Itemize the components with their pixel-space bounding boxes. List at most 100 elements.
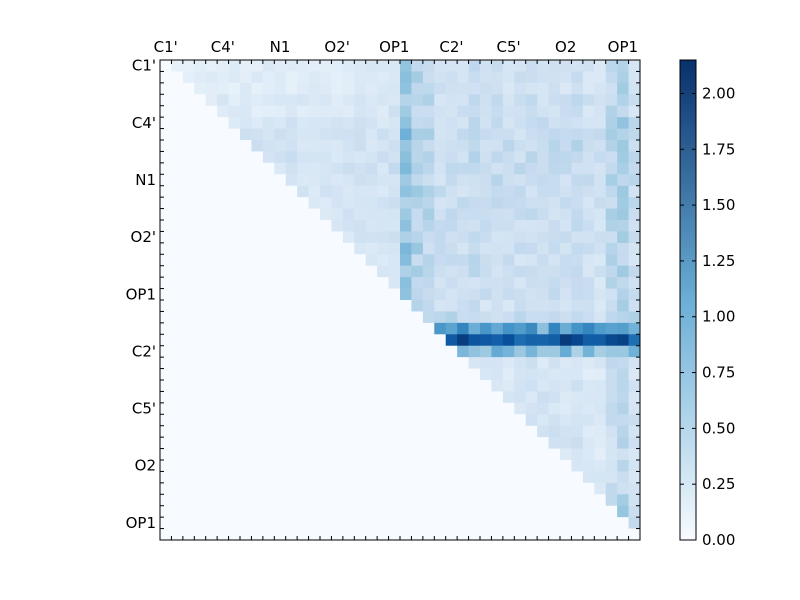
heatmap-cell <box>582 471 595 484</box>
heatmap-cell <box>594 482 607 495</box>
heatmap-cell <box>537 471 549 484</box>
heatmap-cell <box>320 162 332 175</box>
heatmap-cell <box>400 277 412 289</box>
heatmap-cell <box>274 162 287 175</box>
heatmap-cell <box>560 71 572 84</box>
heatmap-cell <box>491 174 504 187</box>
heatmap-cell <box>548 471 561 484</box>
heatmap-cell <box>331 265 344 278</box>
heatmap-cell <box>342 220 355 232</box>
heatmap-cell <box>205 231 218 244</box>
heatmap-cell <box>365 322 378 335</box>
heatmap-cells <box>160 60 641 541</box>
heatmap-cell <box>445 71 458 84</box>
heatmap-cell <box>491 425 504 438</box>
heatmap-cell <box>365 140 378 152</box>
heatmap-cell <box>594 254 607 267</box>
heatmap-cell <box>548 505 561 518</box>
heatmap-cell <box>297 505 309 518</box>
heatmap-cell <box>251 197 264 209</box>
heatmap-cell <box>331 117 344 129</box>
heatmap-cell <box>160 357 172 369</box>
heatmap-cell <box>171 128 184 141</box>
heatmap-cell <box>194 505 207 518</box>
heatmap-cell <box>331 494 344 507</box>
heatmap-cell <box>365 345 378 358</box>
heatmap-cell <box>160 140 172 152</box>
heatmap-cell <box>617 208 629 221</box>
heatmap-cell <box>571 185 584 198</box>
heatmap-cell <box>445 254 458 267</box>
heatmap-cell <box>617 380 629 392</box>
heatmap-cell <box>548 334 561 347</box>
heatmap-cell <box>468 357 481 369</box>
heatmap-cell <box>582 391 595 404</box>
heatmap-cell <box>594 311 607 324</box>
heatmap-cell <box>262 140 275 152</box>
heatmap-cell <box>594 288 607 301</box>
heatmap-cell <box>457 105 469 118</box>
heatmap-cell <box>205 391 218 404</box>
heatmap-cell <box>480 151 492 164</box>
heatmap-cell <box>480 357 492 369</box>
heatmap-cell <box>365 368 378 381</box>
heatmap-cell <box>308 151 321 164</box>
heatmap-cell <box>308 265 321 278</box>
heatmap-cell <box>537 437 549 449</box>
heatmap-cell <box>582 311 595 324</box>
heatmap-cell <box>502 162 515 175</box>
heatmap-cell <box>262 242 275 255</box>
heatmap-cell <box>411 471 424 484</box>
heatmap-cell <box>571 391 584 404</box>
heatmap-cell <box>411 437 424 449</box>
heatmap-cell <box>388 448 401 461</box>
heatmap-cell <box>445 448 458 461</box>
heatmap-cell <box>605 334 618 347</box>
heatmap-cell <box>217 60 229 72</box>
heatmap-cell <box>274 322 287 335</box>
heatmap-cell <box>480 60 492 72</box>
heatmap-cell <box>422 494 435 507</box>
heatmap-cell <box>377 494 389 507</box>
heatmap-cell <box>422 402 435 415</box>
heatmap-cell <box>422 94 435 107</box>
heatmap-cell <box>377 151 389 164</box>
heatmap-cell <box>160 231 172 244</box>
heatmap-cell <box>434 322 447 335</box>
heatmap-cell <box>617 494 629 507</box>
heatmap-cell <box>582 254 595 267</box>
heatmap-cell <box>320 242 332 255</box>
heatmap-cell <box>514 82 527 95</box>
heatmap-cell <box>422 471 435 484</box>
heatmap-cell <box>560 185 572 198</box>
heatmap-cell <box>331 402 344 415</box>
heatmap-cell <box>514 345 527 358</box>
heatmap-cell <box>205 117 218 129</box>
heatmap-cell <box>354 117 367 129</box>
heatmap-cell <box>628 460 641 472</box>
heatmap-cell <box>297 105 309 118</box>
heatmap-cell <box>354 425 367 438</box>
heatmap-cell <box>422 82 435 95</box>
heatmap-cell <box>262 437 275 449</box>
heatmap-cell <box>365 380 378 392</box>
heatmap-cell <box>514 151 527 164</box>
heatmap-cell <box>514 380 527 392</box>
heatmap-cell <box>468 277 481 289</box>
heatmap-cell <box>205 265 218 278</box>
heatmap-cell <box>525 174 538 187</box>
heatmap-cell <box>445 414 458 427</box>
heatmap-cell <box>194 174 207 187</box>
heatmap-cell <box>342 254 355 267</box>
heatmap-cell <box>411 151 424 164</box>
heatmap-cell <box>594 368 607 381</box>
heatmap-cell <box>537 151 549 164</box>
heatmap-cell <box>457 231 469 244</box>
heatmap-cell <box>388 254 401 267</box>
heatmap-cell <box>285 300 298 312</box>
heatmap-cell <box>617 460 629 472</box>
heatmap-cell <box>331 460 344 472</box>
heatmap-cell <box>617 71 629 84</box>
heatmap-cell <box>560 414 572 427</box>
heatmap-cell <box>194 357 207 369</box>
